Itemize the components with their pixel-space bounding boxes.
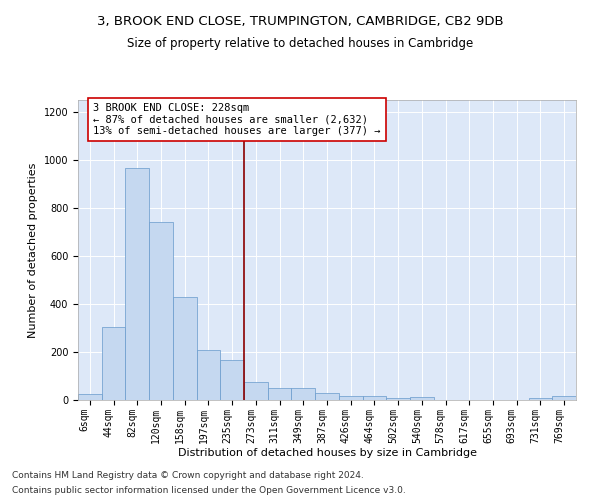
- Bar: [149, 222, 173, 400]
- Text: 3 BROOK END CLOSE: 228sqm
← 87% of detached houses are smaller (2,632)
13% of se: 3 BROOK END CLOSE: 228sqm ← 87% of detac…: [93, 103, 380, 136]
- Bar: [410, 397, 434, 400]
- Bar: [78, 394, 102, 400]
- X-axis label: Distribution of detached houses by size in Cambridge: Distribution of detached houses by size …: [178, 448, 476, 458]
- Bar: [552, 396, 576, 400]
- Bar: [220, 360, 244, 400]
- Bar: [102, 327, 125, 400]
- Text: 3, BROOK END CLOSE, TRUMPINGTON, CAMBRIDGE, CB2 9DB: 3, BROOK END CLOSE, TRUMPINGTON, CAMBRID…: [97, 15, 503, 28]
- Bar: [292, 388, 315, 400]
- Bar: [197, 350, 220, 400]
- Text: Contains public sector information licensed under the Open Government Licence v3: Contains public sector information licen…: [12, 486, 406, 495]
- Bar: [125, 168, 149, 400]
- Bar: [386, 398, 410, 400]
- Bar: [529, 398, 552, 400]
- Bar: [339, 396, 362, 400]
- Bar: [173, 297, 197, 400]
- Bar: [244, 382, 268, 400]
- Y-axis label: Number of detached properties: Number of detached properties: [28, 162, 38, 338]
- Bar: [362, 396, 386, 400]
- Text: Contains HM Land Registry data © Crown copyright and database right 2024.: Contains HM Land Registry data © Crown c…: [12, 471, 364, 480]
- Bar: [315, 393, 339, 400]
- Bar: [268, 388, 292, 400]
- Text: Size of property relative to detached houses in Cambridge: Size of property relative to detached ho…: [127, 38, 473, 51]
